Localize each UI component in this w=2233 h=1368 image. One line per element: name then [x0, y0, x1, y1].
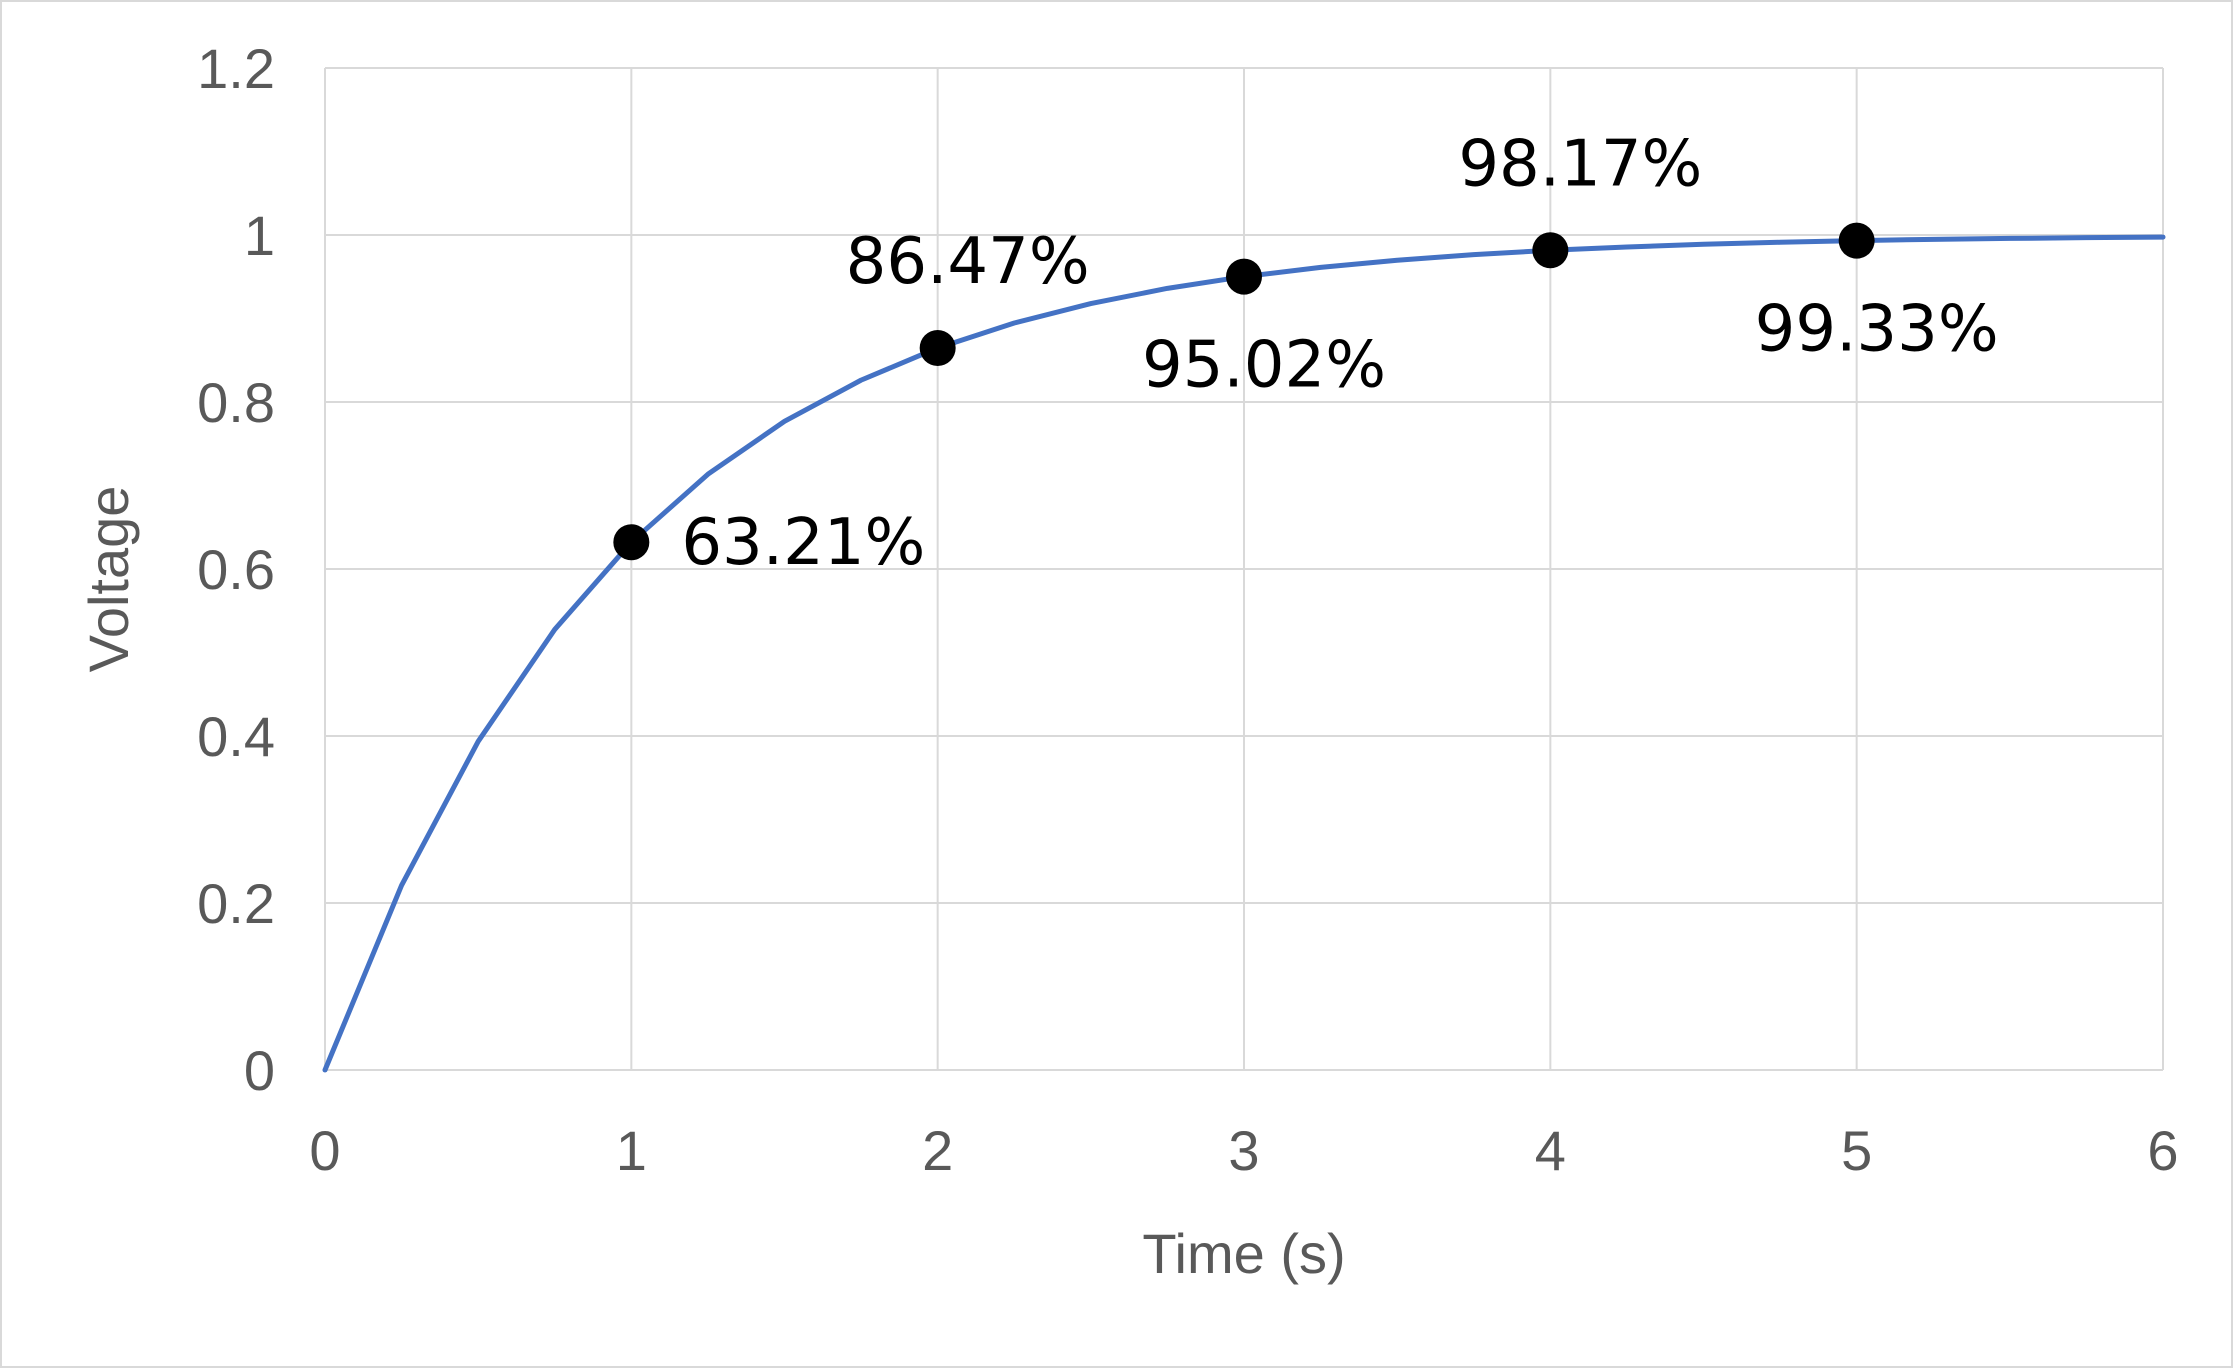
- y-tick-label: 0.2: [197, 872, 275, 935]
- data-point: [1532, 232, 1569, 269]
- x-tick-label: 4: [1535, 1119, 1566, 1182]
- x-tick-label: 3: [1228, 1119, 1259, 1182]
- x-tick-label: 2: [922, 1119, 953, 1182]
- data-point: [1226, 258, 1262, 295]
- x-tick-label: 6: [2147, 1119, 2178, 1182]
- x-tick-label: 1: [616, 1119, 647, 1182]
- data-point: [1838, 222, 1875, 259]
- x-tick-label: 0: [309, 1119, 340, 1182]
- y-tick-label: 0.6: [197, 538, 275, 601]
- y-tick-label: 0.8: [197, 371, 275, 434]
- data-label: 63.21%: [681, 506, 925, 580]
- y-tick-label: 0.4: [197, 705, 275, 768]
- tick-labels: 0 0.2 0.4 0.6 0.8 1 1.2 0 1 2 3 4 5 6: [197, 37, 2178, 1182]
- y-axis-title: Voltage: [77, 486, 140, 673]
- x-tick-label: 5: [1841, 1119, 1872, 1182]
- data-labels: 63.21% 86.47% 95.02% 98.17% 99.33%: [681, 127, 1998, 580]
- data-label: 95.02%: [1142, 329, 1386, 403]
- y-tick-label: 0: [244, 1039, 275, 1102]
- y-tick-label: 1: [244, 204, 275, 267]
- data-point: [613, 524, 650, 561]
- data-label: 98.17%: [1458, 127, 1702, 201]
- data-point: [919, 329, 956, 366]
- y-tick-label: 1.2: [197, 37, 275, 100]
- data-label: 86.47%: [846, 225, 1090, 299]
- x-axis-title: Time (s): [1142, 1222, 1345, 1285]
- series-layer: [322, 222, 2166, 1073]
- data-label: 99.33%: [1755, 293, 1999, 367]
